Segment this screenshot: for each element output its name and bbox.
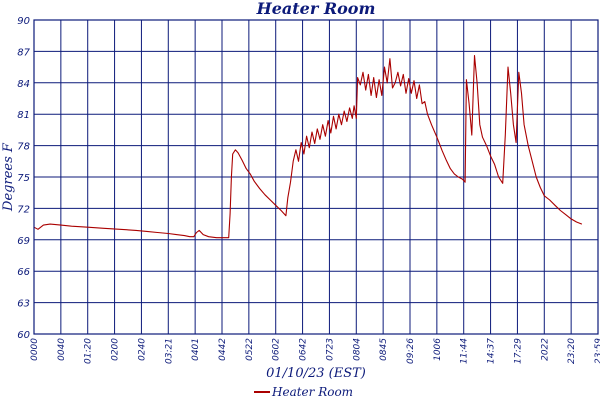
y-tick-label: 60	[17, 330, 30, 341]
x-tick-label: 0602	[272, 338, 282, 361]
x-tick-label: 17:29	[513, 338, 523, 364]
y-tick-label: 72	[17, 204, 30, 215]
y-tick-label: 75	[17, 173, 30, 184]
y-tick-label: 78	[17, 142, 30, 153]
x-tick-label: 1006	[433, 338, 443, 361]
y-tick-label: 81	[17, 110, 30, 121]
x-tick-label: 11:44	[460, 338, 470, 364]
y-tick-label: 90	[17, 16, 30, 27]
legend-label: Heater Room	[271, 385, 353, 399]
x-tick-label: 23:59	[594, 338, 600, 364]
x-tick-label: 14:37	[487, 338, 497, 364]
x-tick-label: 2022	[540, 338, 550, 361]
grid	[33, 19, 599, 335]
x-tick-label: 01:20	[84, 338, 94, 364]
chart-title: Heater Room	[256, 0, 376, 18]
x-tick-label: 0200	[111, 338, 121, 361]
y-tick-label: 87	[17, 47, 30, 58]
plot-frame	[33, 19, 599, 335]
y-axis-label: Degrees F	[1, 142, 16, 212]
x-tick-label: 0642	[299, 338, 309, 361]
x-tick-label: 09:26	[406, 338, 416, 364]
x-tick-label: 0845	[379, 338, 389, 361]
x-tick-label: 0000	[30, 338, 40, 361]
x-tick-label: 0442	[218, 338, 228, 361]
x-tick-label: 0240	[137, 338, 147, 361]
y-tick-label: 84	[17, 79, 30, 90]
y-axis-ticks: 60 63 66 69 72 75 78 81 84 87 90	[17, 16, 30, 341]
x-tick-label: 0040	[57, 338, 67, 361]
y-tick-label: 66	[17, 267, 30, 278]
x-tick-label: 03:21	[164, 338, 174, 364]
x-axis-ticks: 0000 0040 01:20 0200 0240 03:21 0401 0442 0522 06…	[30, 338, 600, 364]
y-tick-label: 63	[17, 299, 30, 310]
x-tick-label: 0804	[352, 338, 362, 361]
legend: Heater Room	[254, 385, 353, 399]
series-layer	[33, 55, 583, 239]
x-axis-label: 01/10/23 (EST)	[266, 366, 366, 381]
y-tick-label: 69	[17, 236, 30, 247]
x-tick-label: 0723	[325, 338, 335, 361]
series-line	[33, 55, 583, 239]
x-tick-label: 0522	[245, 338, 255, 361]
x-tick-label: 0401	[191, 338, 201, 361]
x-tick-label: 23:20	[567, 338, 577, 364]
